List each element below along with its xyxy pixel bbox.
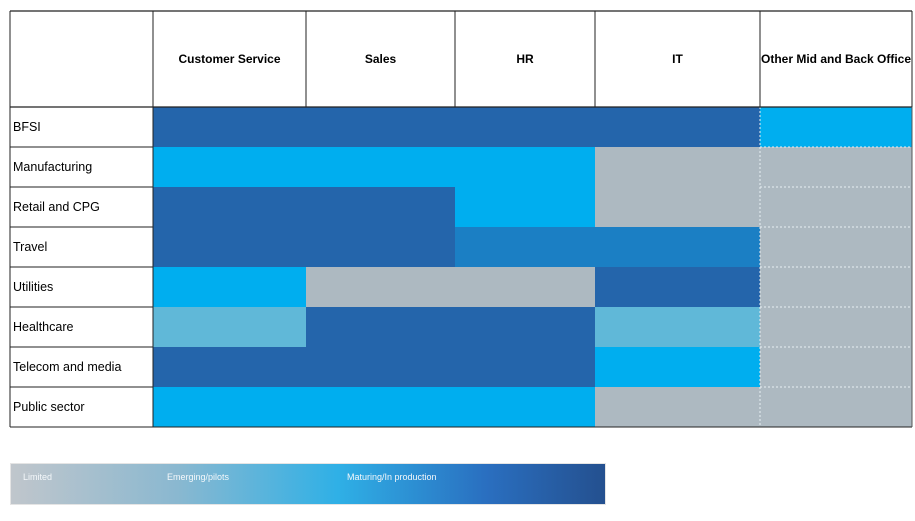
cell-telecom-and-media-hr — [455, 347, 595, 387]
cell-retail-and-cpg-other-mid-and-back-office — [760, 187, 912, 227]
cell-bfsi-it — [595, 107, 760, 147]
cell-travel-hr — [455, 227, 595, 267]
row-label-healthcare: Healthcare — [13, 320, 73, 334]
column-header-it: IT — [672, 52, 683, 66]
cell-travel-customer-service — [153, 227, 306, 267]
cell-manufacturing-other-mid-and-back-office — [760, 147, 912, 187]
row-label-utilities: Utilities — [13, 280, 53, 294]
cell-utilities-hr — [455, 267, 595, 307]
column-header-customer-service: Customer Service — [178, 52, 280, 66]
column-header-hr: HR — [516, 52, 534, 66]
cell-manufacturing-it — [595, 147, 760, 187]
cell-utilities-other-mid-and-back-office — [760, 267, 912, 307]
row-label-public-sector: Public sector — [13, 400, 85, 414]
cell-bfsi-customer-service — [153, 107, 306, 147]
row-label-telecom-and-media: Telecom and media — [13, 360, 121, 374]
cell-healthcare-sales — [306, 307, 455, 347]
row-label-manufacturing: Manufacturing — [13, 160, 92, 174]
cell-public-sector-it — [595, 387, 760, 427]
cell-telecom-and-media-it — [595, 347, 760, 387]
cell-healthcare-it — [595, 307, 760, 347]
cell-manufacturing-hr — [455, 147, 595, 187]
legend-label-emerging: Emerging/pilots — [167, 472, 230, 482]
cell-travel-it — [595, 227, 760, 267]
legend-label-maturing: Maturing/In production — [347, 472, 437, 482]
cell-manufacturing-customer-service — [153, 147, 306, 187]
cell-retail-and-cpg-hr — [455, 187, 595, 227]
cell-travel-other-mid-and-back-office — [760, 227, 912, 267]
cell-bfsi-hr — [455, 107, 595, 147]
cell-bfsi-other-mid-and-back-office — [760, 107, 912, 147]
cell-healthcare-customer-service — [153, 307, 306, 347]
cell-telecom-and-media-sales — [306, 347, 455, 387]
row-label-retail-and-cpg: Retail and CPG — [13, 200, 100, 214]
cell-public-sector-other-mid-and-back-office — [760, 387, 912, 427]
cell-retail-and-cpg-it — [595, 187, 760, 227]
cell-manufacturing-sales — [306, 147, 455, 187]
cell-healthcare-other-mid-and-back-office — [760, 307, 912, 347]
cell-healthcare-hr — [455, 307, 595, 347]
row-label-travel: Travel — [13, 240, 47, 254]
maturity-heatmap: Customer Service Sales HR IT Other Mid and B… — [9, 10, 913, 428]
cell-retail-and-cpg-sales — [306, 187, 455, 227]
cell-utilities-it — [595, 267, 760, 307]
cell-bfsi-sales — [306, 107, 455, 147]
column-header-other-mid-and-back-office: Other Mid and Back Office — [761, 52, 911, 66]
column-header-sales: Sales — [365, 52, 397, 66]
cell-telecom-and-media-customer-service — [153, 347, 306, 387]
cell-public-sector-customer-service — [153, 387, 306, 427]
cell-public-sector-sales — [306, 387, 455, 427]
cell-telecom-and-media-other-mid-and-back-office — [760, 347, 912, 387]
row-label-bfsi: BFSI — [13, 120, 41, 134]
legend-gradient-bar: Limited Emerging/pilots Maturing/In prod… — [10, 463, 606, 505]
cell-utilities-sales — [306, 267, 455, 307]
cell-travel-sales — [306, 227, 455, 267]
cell-public-sector-hr — [455, 387, 595, 427]
cell-utilities-customer-service — [153, 267, 306, 307]
cell-retail-and-cpg-customer-service — [153, 187, 306, 227]
legend-label-limited: Limited — [23, 472, 53, 482]
